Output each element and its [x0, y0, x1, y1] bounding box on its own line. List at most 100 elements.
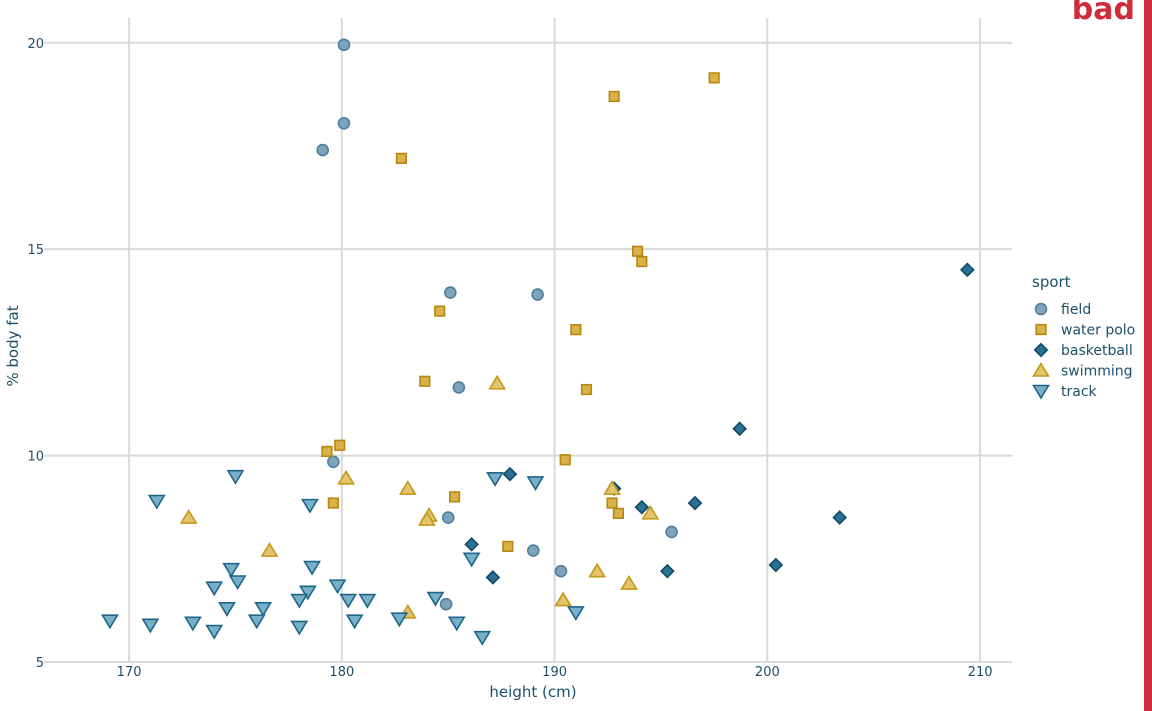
y-tick-label: 5 [36, 656, 44, 671]
x-tick-label: 210 [968, 665, 993, 680]
legend-key-basketball [1033, 342, 1049, 358]
point-track [345, 614, 364, 630]
legend-key-field [1034, 302, 1048, 316]
legend-key-swimming [1032, 361, 1050, 377]
point-field [439, 597, 453, 611]
point-swimming [620, 575, 638, 590]
point-field [452, 381, 466, 394]
point-water-polo [419, 375, 431, 387]
point-swimming [337, 469, 356, 485]
point-field [531, 288, 544, 301]
legend-label: swimming [1061, 364, 1133, 380]
point-field [444, 286, 457, 299]
point-track [390, 612, 409, 628]
y-tick-label: 10 [27, 450, 44, 465]
point-basketball [732, 421, 748, 437]
point-swimming [588, 562, 607, 578]
point-water-polo [606, 497, 618, 509]
point-water-polo [570, 324, 582, 336]
point-water-polo [327, 497, 339, 509]
point-water-polo [708, 72, 720, 84]
data-points [101, 38, 975, 646]
legend-title: sport [1032, 273, 1071, 291]
legend-label: track [1061, 384, 1098, 400]
x-tick-label: 170 [117, 665, 142, 680]
point-track [141, 618, 160, 634]
point-field [554, 564, 568, 578]
point-basketball [464, 537, 479, 552]
point-field [441, 511, 455, 524]
y-axis-title: % body fat [4, 305, 22, 386]
x-tick-label: 190 [542, 665, 567, 680]
y-tick-label: 15 [27, 243, 44, 258]
point-track [447, 616, 466, 632]
point-water-polo [559, 454, 571, 466]
point-track [526, 476, 545, 491]
point-track [473, 630, 492, 646]
verdict-stamp: bad [1071, 0, 1135, 27]
point-field [337, 116, 351, 130]
legend-key-water-polo [1035, 323, 1047, 336]
point-water-polo [612, 507, 625, 519]
point-water-polo [580, 383, 593, 396]
point-field [337, 38, 351, 52]
point-field [665, 525, 678, 539]
point-track [290, 593, 309, 609]
point-field [527, 544, 540, 557]
point-track [328, 579, 347, 595]
point-track [426, 591, 445, 607]
point-track [205, 581, 224, 597]
point-swimming [260, 541, 279, 557]
point-track [226, 469, 245, 485]
point-track [205, 624, 224, 640]
point-basketball [687, 495, 703, 511]
point-water-polo [321, 445, 333, 458]
point-track [358, 593, 377, 609]
point-track [184, 616, 202, 632]
point-basketball [768, 557, 784, 573]
point-track [303, 560, 321, 576]
point-track [290, 620, 309, 636]
point-track [301, 498, 319, 514]
point-water-polo [502, 540, 514, 553]
point-water-polo [608, 90, 620, 103]
legend-label: basketball [1061, 343, 1133, 359]
point-swimming [179, 508, 198, 524]
grid [44, 18, 1012, 663]
point-track [101, 614, 119, 630]
point-track [298, 585, 317, 601]
point-field [316, 143, 329, 157]
point-water-polo [449, 491, 461, 503]
point-track [254, 602, 273, 617]
point-swimming [641, 504, 660, 520]
x-tick-label: 200 [755, 665, 780, 680]
point-basketball [660, 563, 675, 579]
verdict-bar [1144, 0, 1152, 711]
point-track [566, 606, 585, 622]
point-swimming [603, 480, 621, 495]
legend-key-track [1032, 384, 1050, 400]
point-basketball [634, 499, 650, 515]
point-swimming [554, 591, 573, 607]
point-water-polo [395, 152, 408, 164]
point-track [486, 471, 504, 487]
point-water-polo [631, 245, 644, 257]
point-basketball [502, 466, 518, 482]
point-track [228, 575, 247, 591]
axis-ticks: 170 180 190 200 210 5 10 15 20 [27, 37, 992, 680]
legend-label: water polo [1061, 323, 1135, 339]
point-swimming [398, 480, 417, 495]
x-axis-title: height (cm) [489, 683, 576, 701]
point-field [327, 455, 340, 469]
point-swimming [418, 511, 436, 526]
point-basketball [959, 262, 975, 278]
point-track [247, 614, 266, 630]
legend: sport field water polo basketball swimming t… [1032, 273, 1135, 400]
point-track [339, 593, 358, 609]
point-track [218, 602, 236, 617]
point-water-polo [434, 305, 446, 317]
point-basketball [485, 570, 501, 585]
point-track [222, 562, 241, 578]
point-track [147, 494, 166, 510]
